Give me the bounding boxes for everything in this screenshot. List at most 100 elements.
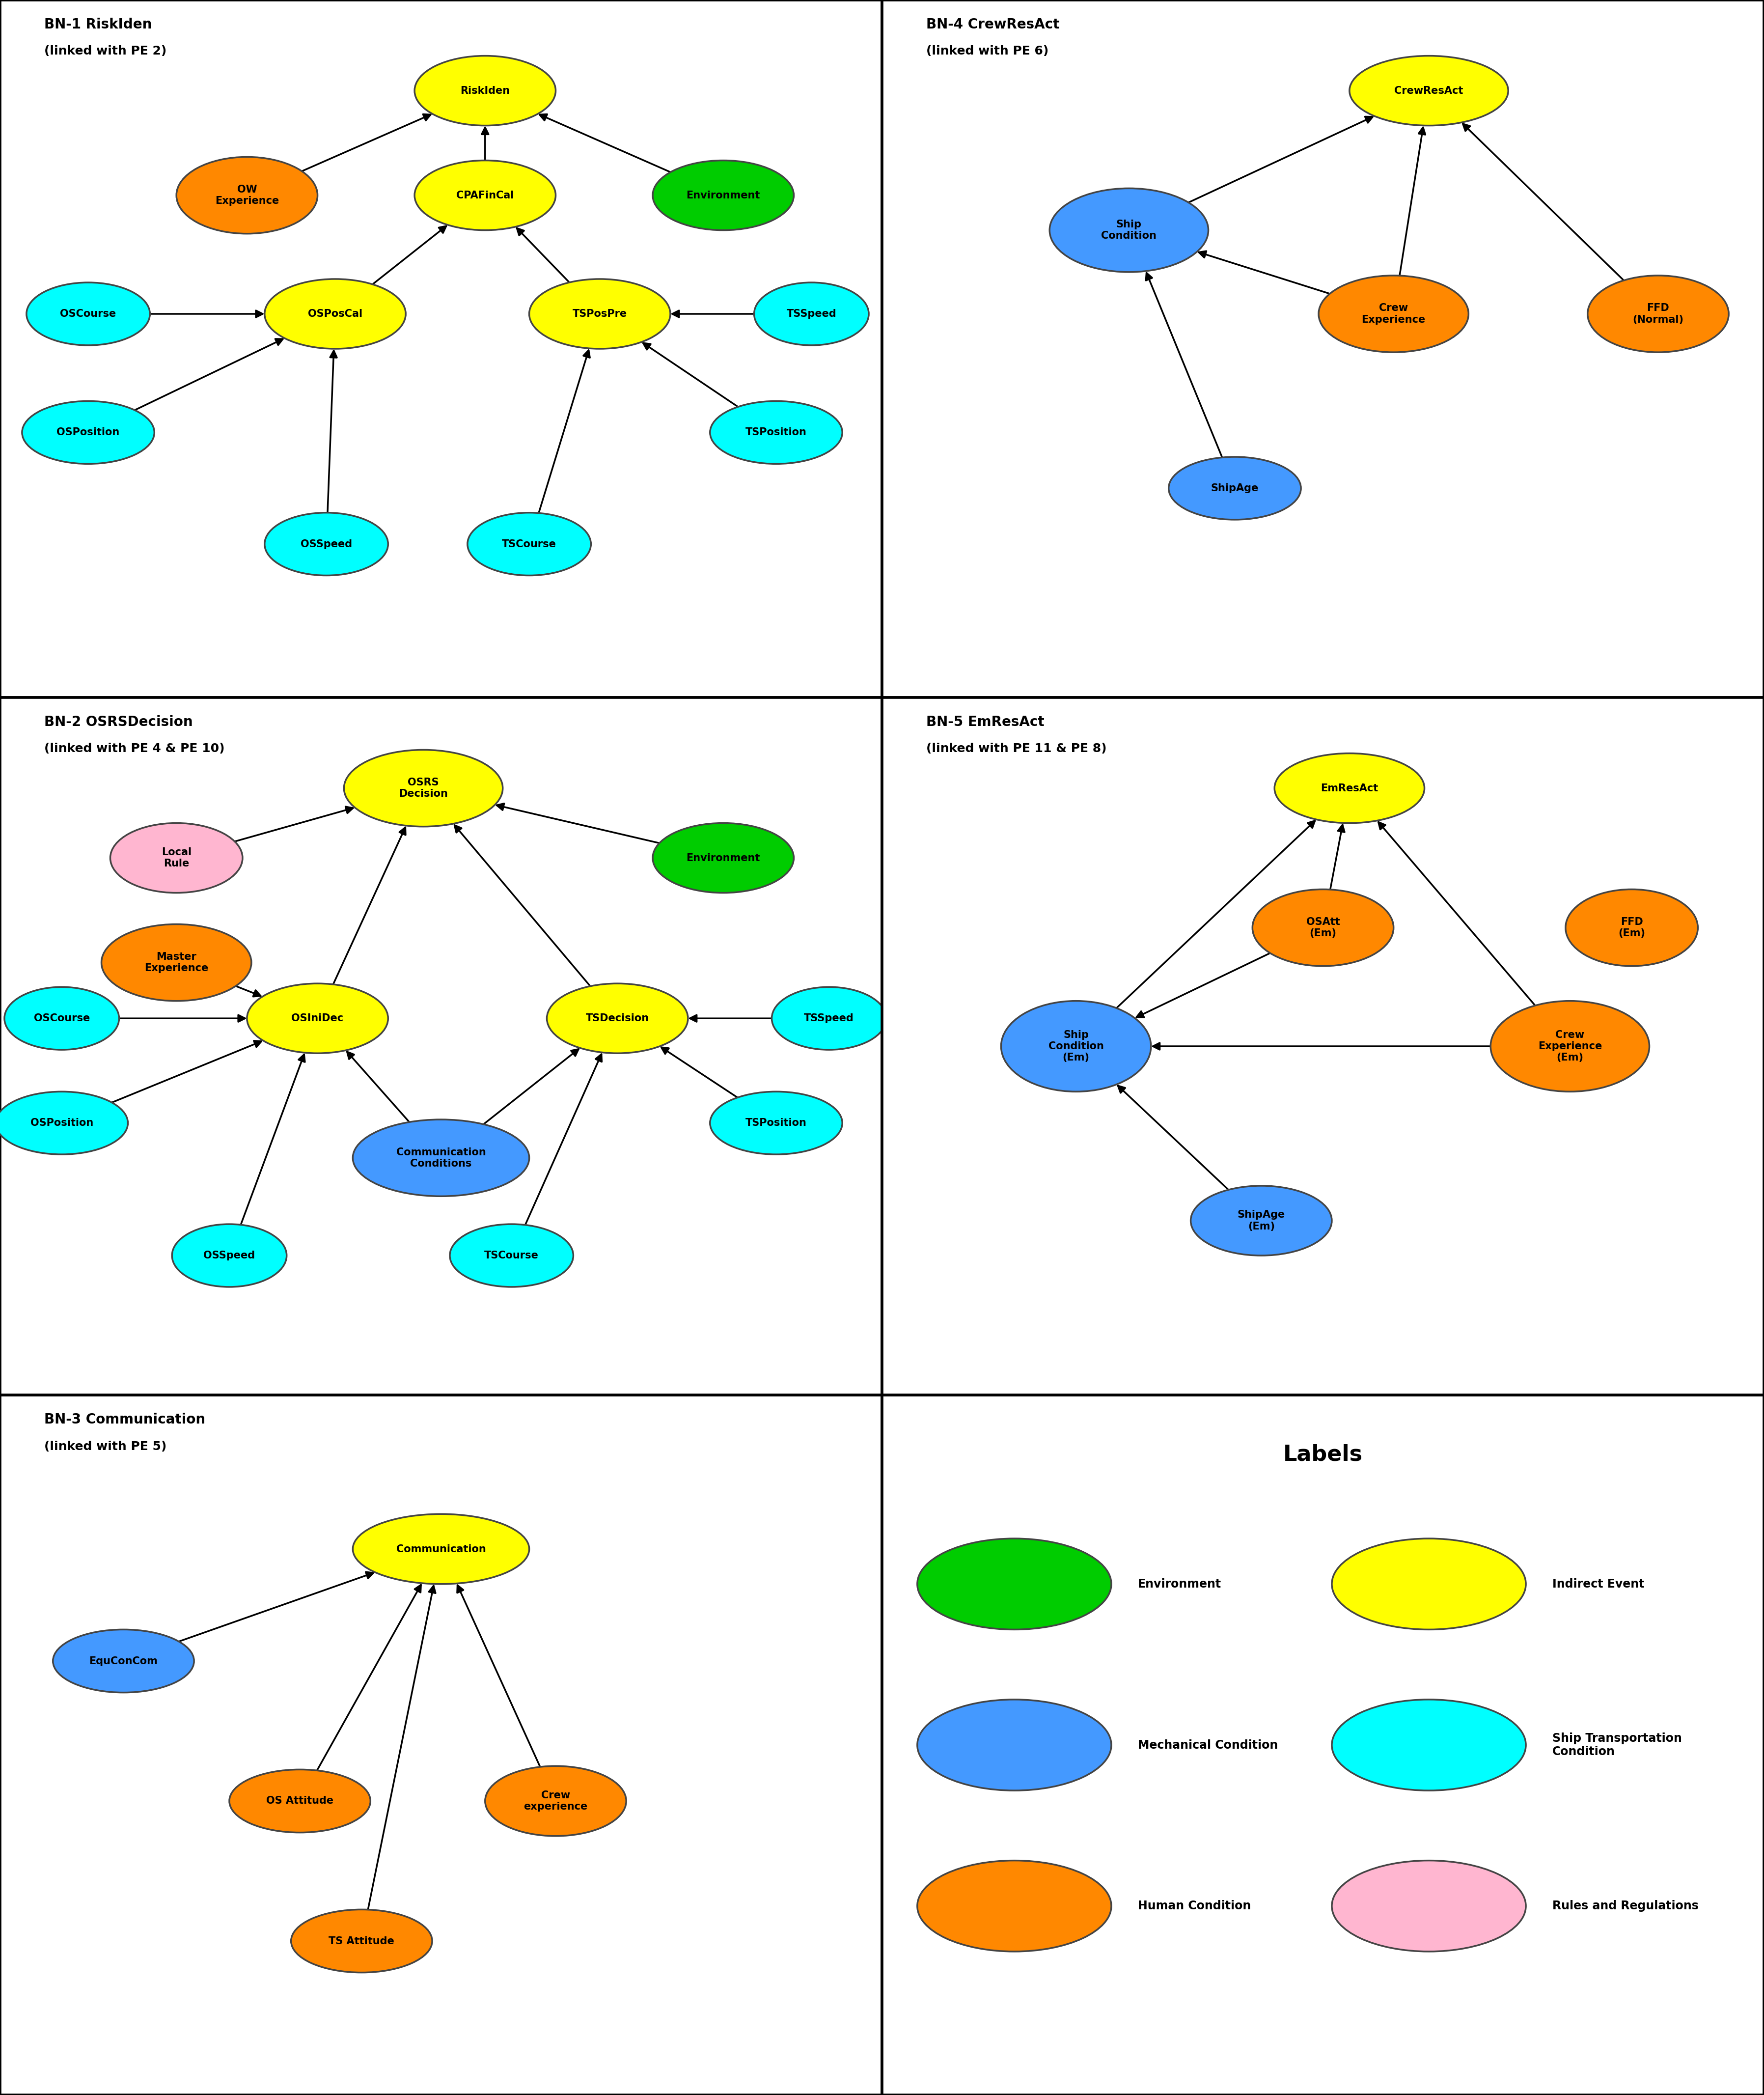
Text: Ship
Condition
(Em): Ship Condition (Em) [1048,1031,1104,1062]
Text: (linked with PE 2): (linked with PE 2) [44,46,166,57]
Text: BN-4 CrewResAct: BN-4 CrewResAct [926,17,1060,31]
Text: ShipAge
(Em): ShipAge (Em) [1237,1211,1286,1232]
Text: TSCourse: TSCourse [485,1251,538,1261]
Ellipse shape [173,1223,286,1286]
Text: Indirect Event: Indirect Event [1552,1578,1644,1590]
Text: ShipAge: ShipAge [1210,484,1259,492]
Text: OSAtt
(Em): OSAtt (Em) [1305,918,1341,939]
Ellipse shape [773,987,886,1050]
Text: OS Attitude: OS Attitude [266,1795,333,1806]
Ellipse shape [709,1091,843,1154]
Text: CrewResAct: CrewResAct [1394,86,1464,96]
FancyBboxPatch shape [0,698,882,1395]
Ellipse shape [1252,890,1394,966]
Ellipse shape [1050,189,1208,272]
Ellipse shape [229,1770,370,1833]
Ellipse shape [1332,1699,1526,1791]
Text: Environment: Environment [686,191,760,201]
FancyBboxPatch shape [0,0,882,698]
Ellipse shape [1332,1860,1526,1953]
Ellipse shape [753,283,870,346]
Text: TSCourse: TSCourse [503,538,556,549]
Text: OSRS
Decision: OSRS Decision [399,777,448,798]
Text: (linked with PE 11 & PE 8): (linked with PE 11 & PE 8) [926,744,1106,754]
Ellipse shape [917,1699,1111,1791]
Ellipse shape [344,750,503,828]
Ellipse shape [176,157,318,235]
Text: Environment: Environment [686,853,760,863]
Text: Environment: Environment [1138,1578,1221,1590]
Text: OSPosition: OSPosition [56,427,120,438]
FancyBboxPatch shape [882,698,1764,1395]
Text: Communication: Communication [397,1544,485,1554]
Ellipse shape [353,1515,529,1584]
Ellipse shape [653,161,794,230]
Text: BN-5 EmResAct: BN-5 EmResAct [926,714,1044,729]
Text: FFD
(Em): FFD (Em) [1618,918,1646,939]
Ellipse shape [529,279,670,348]
Text: FFD
(Normal): FFD (Normal) [1633,304,1683,325]
Text: OSPosition: OSPosition [30,1119,93,1127]
Ellipse shape [1191,1186,1332,1255]
Text: TS Attitude: TS Attitude [328,1936,395,1946]
Text: TSSpeed: TSSpeed [804,1014,854,1022]
Ellipse shape [709,400,843,463]
Ellipse shape [485,1766,626,1835]
Text: Master
Experience: Master Experience [145,951,208,974]
Text: Crew
Experience: Crew Experience [1362,304,1425,325]
Ellipse shape [265,279,406,348]
Text: OSIniDec: OSIniDec [291,1014,344,1022]
Text: EmResAct: EmResAct [1321,784,1378,794]
Text: Mechanical Condition: Mechanical Condition [1138,1739,1277,1751]
Ellipse shape [1491,1001,1649,1091]
Text: TSPosition: TSPosition [746,1119,806,1127]
Ellipse shape [353,1119,529,1196]
Ellipse shape [291,1909,432,1973]
Text: (linked with PE 5): (linked with PE 5) [44,1441,166,1452]
Text: Ship Transportation
Condition: Ship Transportation Condition [1552,1733,1681,1758]
Text: TSPosition: TSPosition [746,427,806,438]
Text: Crew
experience: Crew experience [524,1791,587,1812]
Ellipse shape [547,983,688,1054]
Ellipse shape [1318,277,1468,352]
Text: OSSpeed: OSSpeed [203,1251,256,1261]
Ellipse shape [265,513,388,576]
Ellipse shape [247,983,388,1054]
Ellipse shape [5,987,120,1050]
Ellipse shape [917,1860,1111,1953]
Text: RiskIden: RiskIden [460,86,510,96]
Text: TSDecision: TSDecision [586,1014,649,1022]
Ellipse shape [102,924,252,1001]
Text: BN-1 RiskIden: BN-1 RiskIden [44,17,152,31]
Text: Local
Rule: Local Rule [161,846,192,869]
Ellipse shape [26,283,150,346]
Text: BN-2 OSRSDecision: BN-2 OSRSDecision [44,714,192,729]
Ellipse shape [1170,457,1300,520]
Ellipse shape [53,1630,194,1693]
FancyBboxPatch shape [0,1395,882,2095]
Text: TSSpeed: TSSpeed [787,308,836,318]
Ellipse shape [1566,890,1697,966]
Text: OW
Experience: OW Experience [215,184,279,205]
FancyBboxPatch shape [882,1395,1764,2095]
Text: CPAFinCal: CPAFinCal [457,191,513,201]
Ellipse shape [653,823,794,892]
Ellipse shape [111,823,243,892]
Ellipse shape [1332,1538,1526,1630]
Ellipse shape [917,1538,1111,1630]
Text: OSCourse: OSCourse [34,1014,90,1022]
Text: Communication
Conditions: Communication Conditions [397,1148,485,1169]
Ellipse shape [1349,57,1508,126]
Ellipse shape [450,1223,573,1286]
Text: (linked with PE 4 & PE 10): (linked with PE 4 & PE 10) [44,744,224,754]
Text: Crew
Experience
(Em): Crew Experience (Em) [1538,1031,1602,1062]
Ellipse shape [0,1091,127,1154]
Ellipse shape [1588,277,1729,352]
Ellipse shape [23,400,155,463]
Text: OSCourse: OSCourse [60,308,116,318]
Text: BN-3 Communication: BN-3 Communication [44,1412,205,1427]
Text: Rules and Regulations: Rules and Regulations [1552,1900,1699,1913]
Ellipse shape [467,513,591,576]
Ellipse shape [415,57,556,126]
Text: OSSpeed: OSSpeed [300,538,353,549]
